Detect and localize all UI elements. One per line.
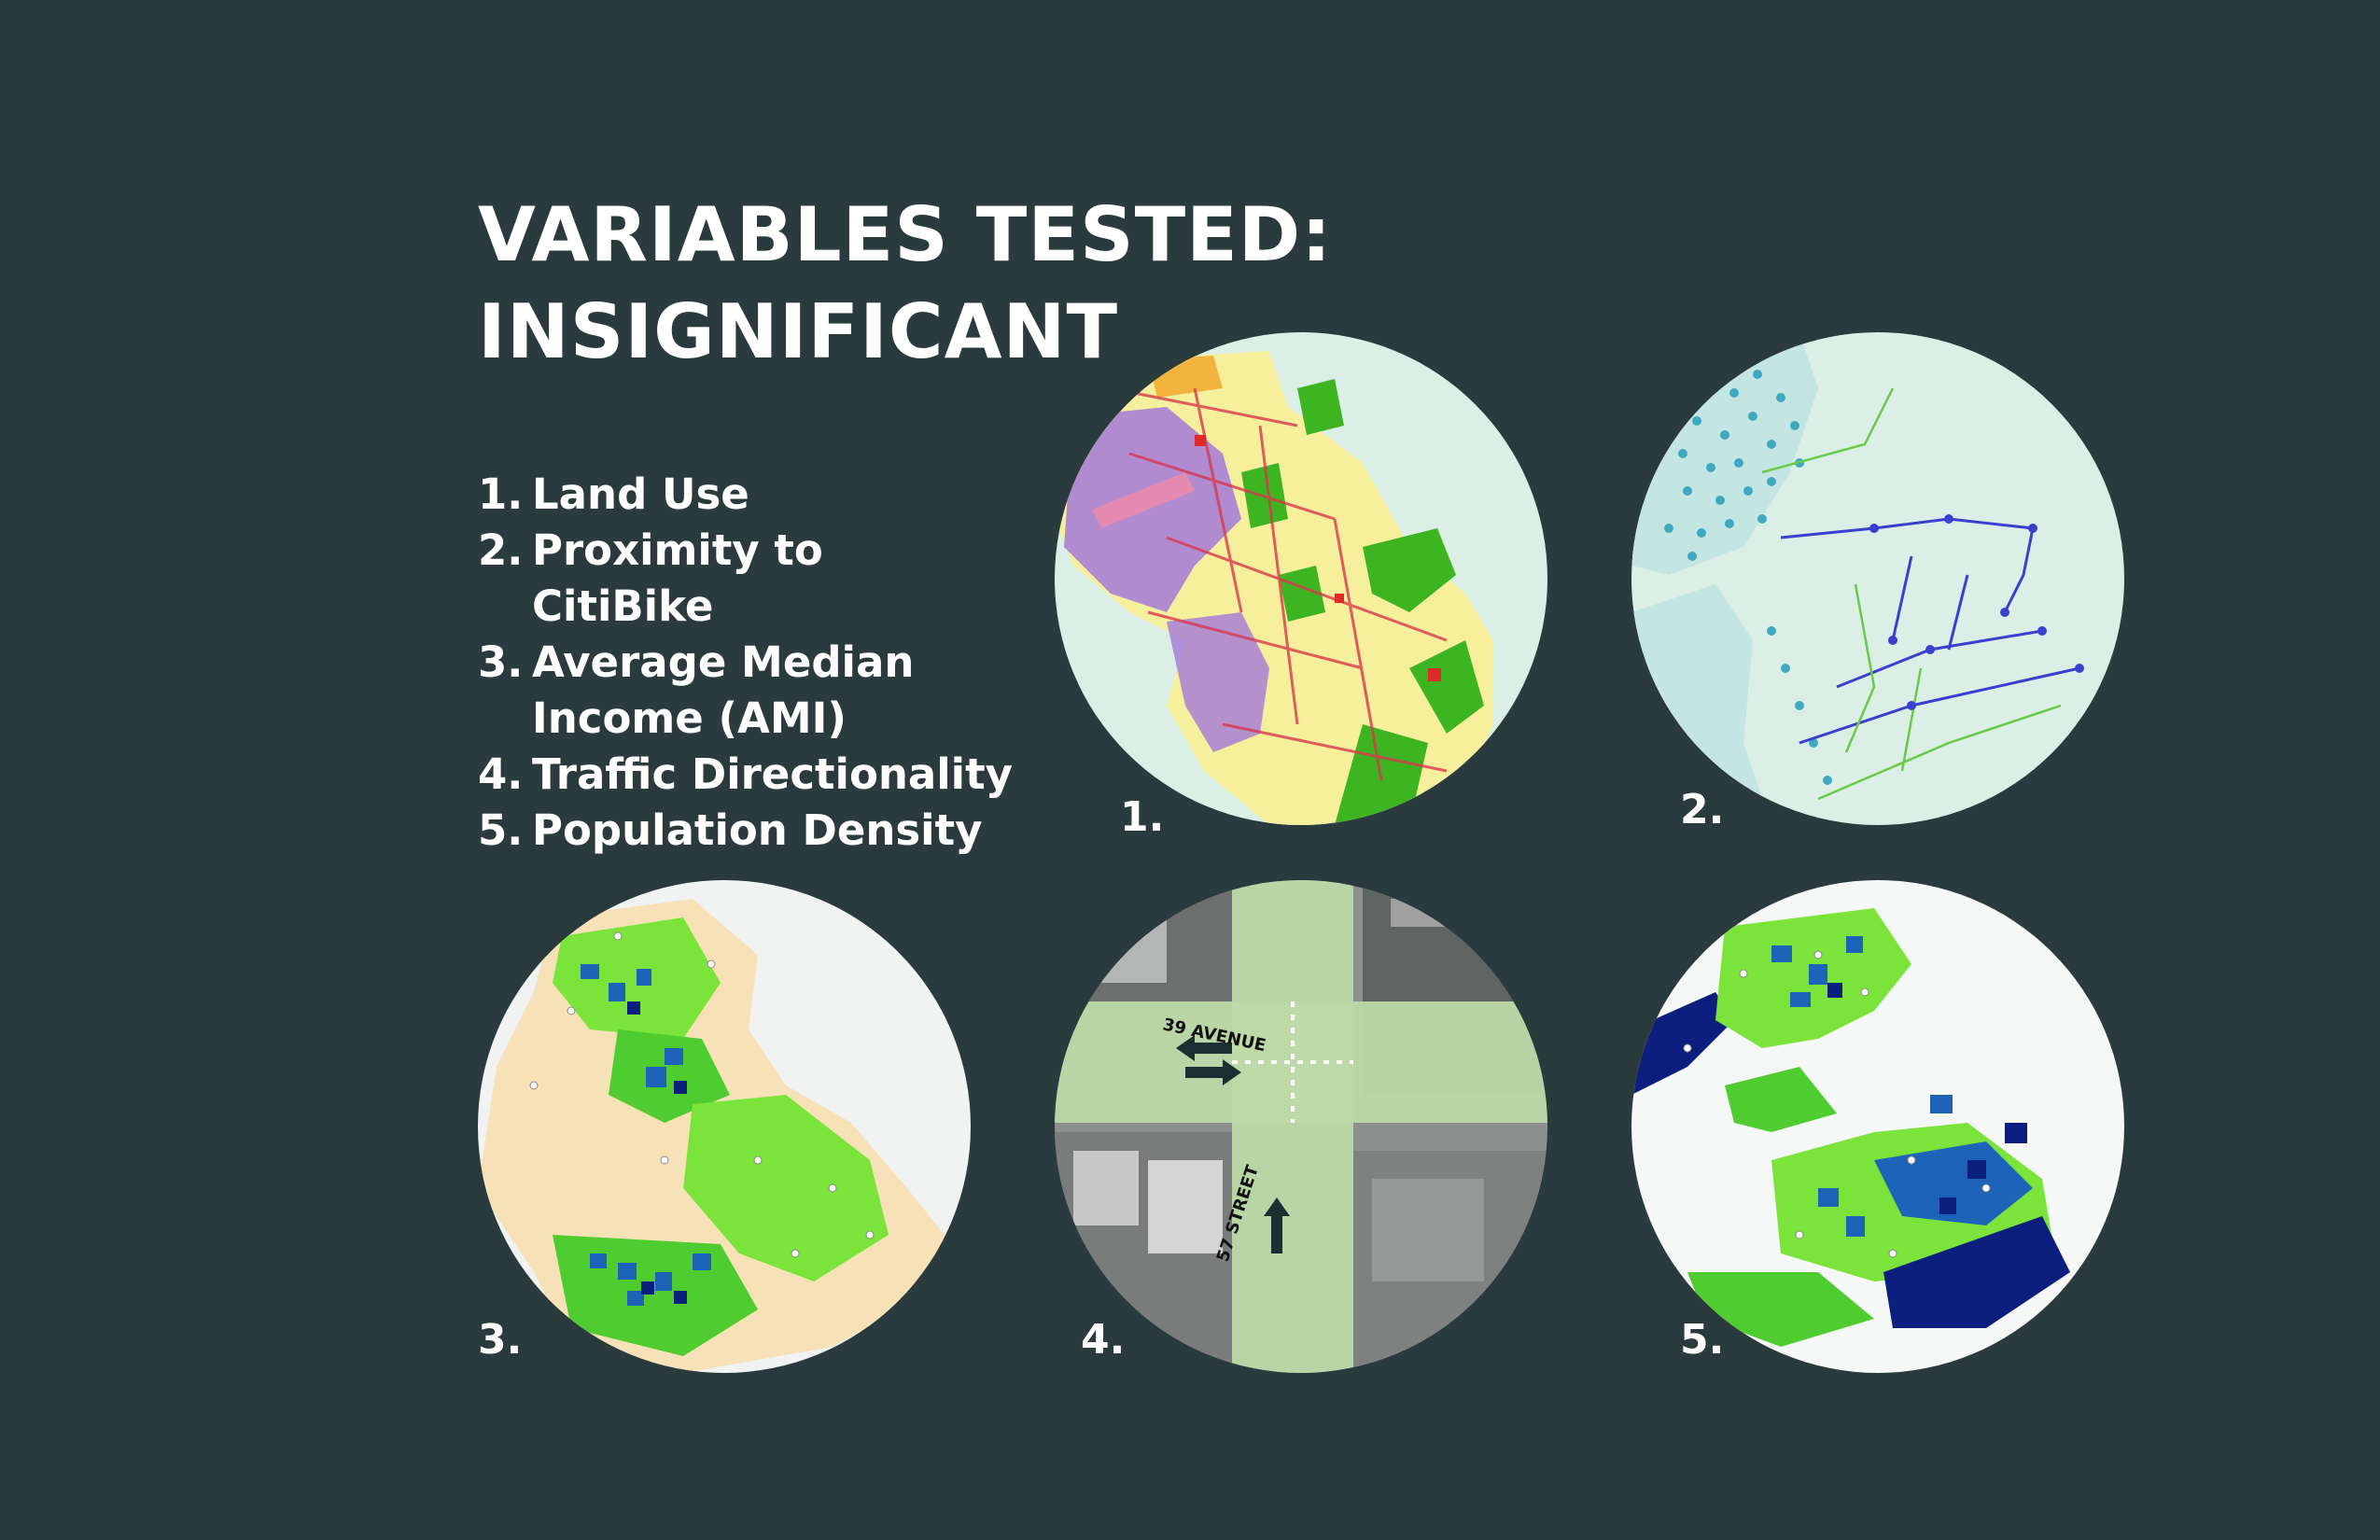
title-line-2: INSIGNIFICANT bbox=[478, 288, 1119, 375]
land-use-map-graphic bbox=[1055, 332, 1547, 825]
list-item-number: 2. bbox=[478, 525, 524, 575]
list-item: 4. Traffic Directionality bbox=[478, 747, 1017, 803]
map-caption-1: 1. bbox=[1120, 793, 1165, 841]
list-item-label: Average Median Income (AMI) bbox=[532, 637, 915, 743]
list-item-number: 4. bbox=[478, 749, 524, 799]
list-item-label: Traffic Directionality bbox=[532, 749, 1013, 799]
citibike-proximity-map bbox=[1631, 332, 2124, 825]
list-item: 3. Average Median Income (AMI) bbox=[478, 635, 1017, 747]
intersection-aerial-graphic: 39 AVENUE 57 STREET bbox=[1055, 880, 1547, 1373]
population-density-map bbox=[1631, 880, 2124, 1373]
map-caption-4: 4. bbox=[1081, 1316, 1126, 1364]
list-item-number: 5. bbox=[478, 805, 524, 855]
ami-choropleth-map bbox=[478, 880, 971, 1373]
title-line-1: VARIABLES TESTED: bbox=[478, 191, 1333, 278]
citibike-proximity-map-graphic bbox=[1631, 332, 2124, 825]
list-item-number: 3. bbox=[478, 637, 524, 687]
list-item-label: Proximity to CitiBike bbox=[532, 525, 823, 631]
intersection-aerial: 39 AVENUE 57 STREET bbox=[1055, 880, 1547, 1373]
list-item: 2. Proximity to CitiBike bbox=[478, 523, 1017, 635]
page-title: VARIABLES TESTED: INSIGNIFICANT bbox=[478, 187, 1332, 381]
list-item-label: Land Use bbox=[532, 469, 749, 519]
map-caption-3: 3. bbox=[478, 1316, 523, 1364]
map-caption-2: 2. bbox=[1680, 786, 1725, 833]
land-use-map bbox=[1055, 332, 1547, 825]
variables-list: 1. Land Use 2. Proximity to CitiBike 3. Ave… bbox=[478, 467, 1017, 859]
list-item: 1. Land Use bbox=[478, 467, 1017, 523]
map-caption-5: 5. bbox=[1680, 1316, 1725, 1364]
list-item-number: 1. bbox=[478, 469, 524, 519]
list-item-label: Population Density bbox=[532, 805, 983, 855]
population-density-map-graphic bbox=[1631, 880, 2124, 1373]
ami-choropleth-map-graphic bbox=[478, 880, 971, 1373]
list-item: 5. Population Density bbox=[478, 803, 1017, 859]
